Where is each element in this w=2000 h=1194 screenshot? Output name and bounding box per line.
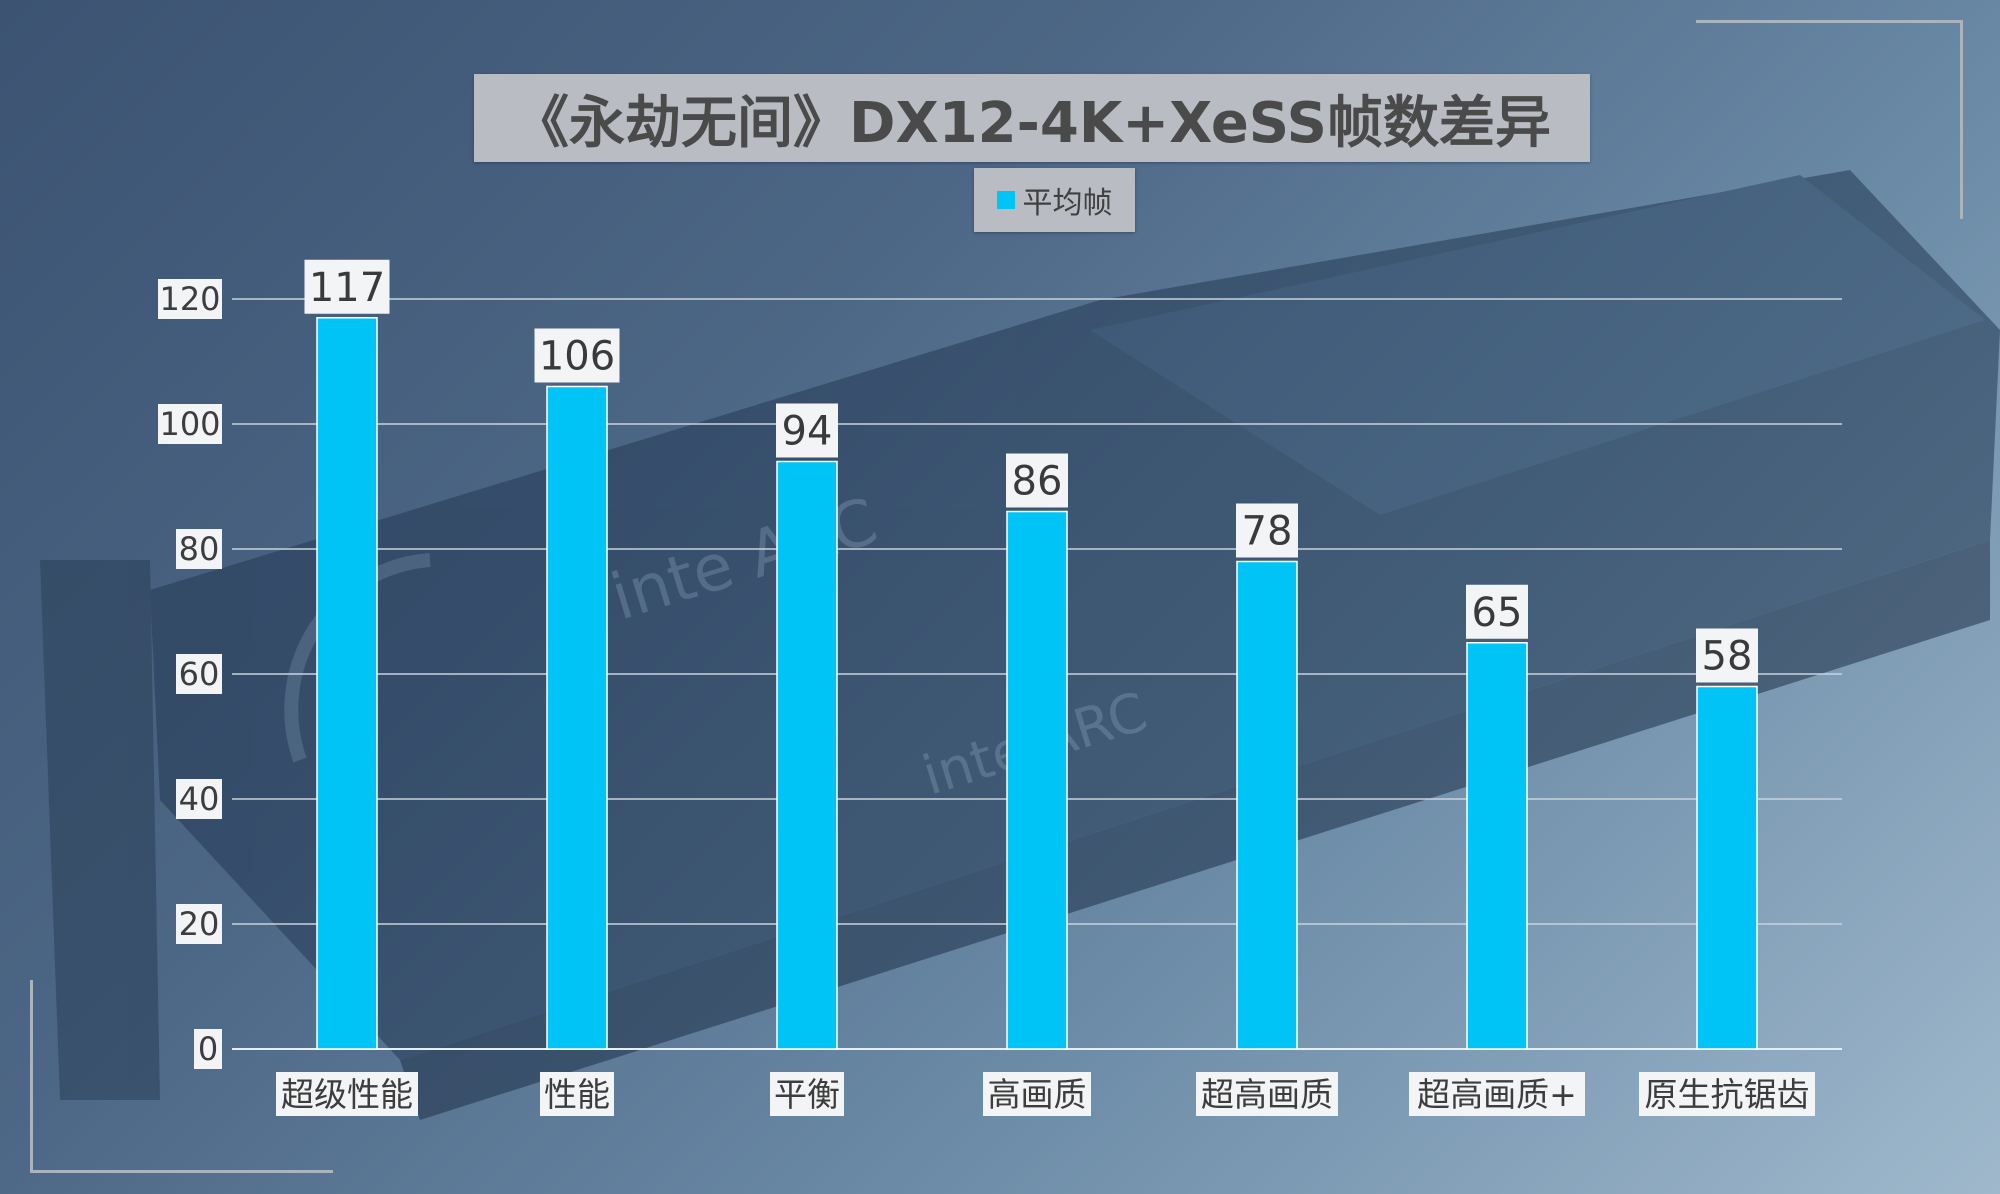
bar <box>1236 560 1298 1050</box>
data-label: 58 <box>1702 634 1753 680</box>
legend-swatch <box>996 191 1015 209</box>
y-tick-label-background <box>158 279 222 319</box>
bar <box>316 317 378 1050</box>
data-label: 94 <box>782 409 833 455</box>
bar <box>546 385 608 1050</box>
category-label-background <box>276 1072 418 1116</box>
category-label-background <box>540 1072 614 1116</box>
category-label-background <box>1639 1072 1815 1116</box>
decorative-corner-top-right <box>1696 20 1963 219</box>
y-tick-label-background <box>176 779 222 819</box>
data-label: 65 <box>1472 590 1523 636</box>
data-labels: 117 106 94 86 78 65 58 <box>304 259 1758 683</box>
category-label-background <box>1196 1072 1338 1116</box>
category-label-background <box>983 1072 1091 1116</box>
bar <box>1466 642 1528 1050</box>
category-label: 平衡 <box>774 1075 840 1114</box>
y-tick-label-background <box>176 529 222 569</box>
y-tick-label-background <box>176 904 222 944</box>
y-tick-label: 100 <box>159 405 220 443</box>
y-tick-label: 80 <box>179 530 220 568</box>
category-label: 超高画质 <box>1201 1075 1333 1114</box>
bars <box>316 317 1758 1050</box>
legend: 平均帧 <box>974 168 1135 232</box>
bar <box>1696 685 1758 1050</box>
data-label: 86 <box>1012 459 1063 505</box>
chart-title-box: 《永劫无间》DX12-4K+XeSS帧数差异 <box>474 74 1590 162</box>
y-tick-label: 120 <box>159 280 220 318</box>
data-label-background <box>1466 584 1528 639</box>
category-label: 高画质 <box>988 1075 1087 1114</box>
data-label-background <box>776 403 838 458</box>
y-tick-label-background <box>158 404 222 444</box>
data-label-background <box>534 328 620 383</box>
data-label: 106 <box>539 334 615 380</box>
y-tick-label-background <box>176 654 222 694</box>
data-label: 78 <box>1242 509 1293 555</box>
y-tick-label: 20 <box>179 905 220 943</box>
y-tick-label-background <box>194 1029 222 1069</box>
y-tick-label: 40 <box>179 780 220 818</box>
category-label: 超级性能 <box>281 1075 413 1114</box>
category-label-background <box>1409 1072 1585 1116</box>
bar <box>1006 510 1068 1050</box>
data-label: 117 <box>309 265 385 311</box>
decorative-corner-bottom-left <box>30 980 333 1173</box>
y-tick-label: 0 <box>198 1030 218 1068</box>
chart-title: 《永劫无间》DX12-4K+XeSS帧数差异 <box>513 90 1551 156</box>
y-axis-tick-labels: 0 20 40 60 80 100 120 <box>158 279 222 1069</box>
y-tick-label: 60 <box>179 655 220 693</box>
x-axis-category-labels: 超级性能 性能 平衡 高画质 超高画质 超高画质+ 原生抗锯齿 <box>276 1072 1815 1116</box>
data-label-background <box>1236 503 1298 558</box>
category-label-background <box>770 1072 844 1116</box>
data-label-background <box>1006 453 1068 508</box>
data-label-background <box>1696 628 1758 683</box>
legend-label: 平均帧 <box>1022 186 1113 221</box>
category-label: 性能 <box>544 1075 610 1114</box>
data-label-background <box>304 259 390 314</box>
category-label: 原生抗锯齿 <box>1645 1075 1810 1114</box>
bar <box>776 460 838 1050</box>
category-label: 超高画质+ <box>1417 1075 1577 1114</box>
